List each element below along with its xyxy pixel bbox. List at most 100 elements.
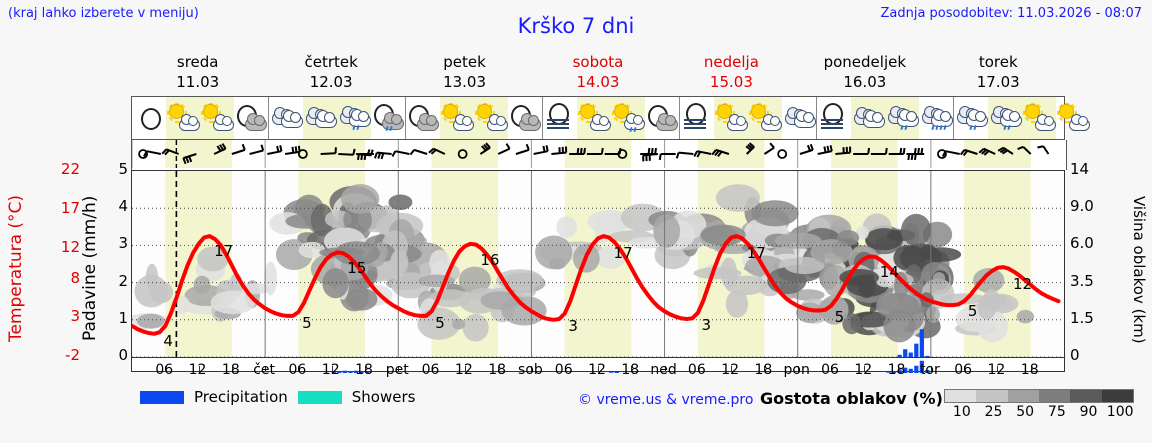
- cloud-puff2: [598, 115, 610, 127]
- wind-barb-feather: [714, 150, 720, 157]
- wind-calm-circle: [777, 149, 788, 159]
- wind-barb-shaft: [497, 147, 511, 155]
- x-axis-tick-mark: [964, 366, 966, 371]
- wind-barb-feather: [583, 147, 586, 155]
- precipitation-bar-tall: [925, 355, 930, 357]
- wind-barb-feather: [576, 147, 580, 155]
- cloud-puff2: [254, 115, 265, 126]
- sun-ray: [459, 110, 461, 115]
- precipitation-bar: [337, 371, 342, 373]
- precipitation-tick-label: 5: [118, 160, 128, 178]
- precipitation-bar: [348, 371, 353, 373]
- sun-ray: [1023, 110, 1025, 115]
- cloud-front-puff2: [1009, 111, 1020, 122]
- x-axis-tick-labels: 06 12 18 čet 06 12 18 pet 06 12 18 sob 06 12 18 ned 06 12…: [131, 360, 1065, 380]
- wind-barb-feather: [747, 143, 754, 150]
- wind-barb-feather: [374, 152, 378, 159]
- moon-crescent: [823, 103, 843, 125]
- cloud-height-tick-label: 0: [1070, 346, 1080, 364]
- wind-barb-feather: [161, 148, 168, 155]
- temperature-tick-labels: 22 17 12 8 3 -2: [40, 0, 80, 443]
- rain-drop: [356, 124, 360, 131]
- wind-barb-feather: [711, 149, 717, 156]
- x-tick-label: 18: [754, 362, 773, 378]
- temperature-tick-label: 22: [60, 160, 80, 178]
- wx-moon-cloud: [234, 102, 268, 134]
- cloud-puff2: [528, 115, 539, 126]
- wind-barb-feather: [823, 146, 827, 153]
- wind-barb-svg: [132, 140, 1050, 168]
- temperature-value-label: 14: [879, 263, 899, 282]
- sun-ray: [1041, 110, 1043, 115]
- sun-disc: [1060, 105, 1073, 118]
- day-header-strip: sreda 11.03 četrtek 12.03 petek 13.03 sobota 14…: [131, 52, 1065, 94]
- fog-line: [821, 123, 843, 125]
- weather-icon-cell: [988, 97, 1022, 139]
- x-axis-tick-mark: [165, 366, 167, 371]
- day-header-četrtek: četrtek 12.03: [264, 52, 397, 94]
- wind-barb-feather: [696, 151, 702, 158]
- density-segment: [1101, 390, 1133, 402]
- showers-legend-label: Showers: [351, 388, 416, 406]
- cloud-puff2: [769, 115, 781, 127]
- x-axis-tick-mark: [198, 366, 200, 371]
- x-axis-tick-mark: [331, 366, 333, 371]
- wind-barb-feather: [978, 147, 985, 154]
- day-name: sreda: [176, 53, 219, 71]
- weather-icon-cell: [269, 97, 303, 139]
- sun-ray: [1075, 110, 1077, 115]
- cloud-puff2: [735, 115, 747, 127]
- density-tick-label: 10: [952, 404, 971, 420]
- x-tick-label: 12: [454, 362, 473, 378]
- day-date: 13.03: [443, 73, 487, 91]
- wind-barb-feather: [483, 143, 489, 150]
- precipitation-tick-label: 4: [118, 197, 128, 216]
- cloud-density-legend-title: Gostota oblakov (%): [760, 389, 943, 408]
- sun-disc: [718, 105, 731, 118]
- weather-icon-cell: [885, 97, 919, 139]
- wind-barb-feather: [185, 156, 190, 164]
- temperature-value-label: 15: [347, 259, 367, 278]
- day-header-sobota: sobota 14.03: [531, 52, 664, 94]
- cloud-puff2: [1043, 115, 1055, 127]
- credit-link[interactable]: © vreme.us & vreme.pro: [578, 392, 754, 408]
- sun-disc: [1026, 105, 1039, 118]
- weather-icon-cell: [543, 97, 577, 139]
- sun-ray: [750, 116, 755, 121]
- wind-barb-feather: [600, 147, 604, 155]
- cloud-height-tick-label: 9.0: [1070, 197, 1094, 216]
- x-tick-label: pet: [385, 362, 409, 378]
- wind-calm-circle: [457, 149, 468, 159]
- weather-icon-cell: [611, 97, 645, 139]
- temperature-value-label: 5: [302, 313, 312, 332]
- weather-icon-cell: [508, 97, 542, 139]
- wind-barb-shaft: [515, 148, 530, 155]
- cloud-density-tick-labels: 10 25 50 75 90 100: [944, 404, 1140, 422]
- precipitation-bar: [886, 372, 891, 373]
- weather-icon-cell: [406, 97, 440, 139]
- sun-ray: [475, 110, 477, 115]
- x-axis-tick-mark: [298, 366, 300, 371]
- weather-icon-cell: [680, 97, 714, 139]
- precipitation-bar: [914, 365, 919, 373]
- wind-barb-feather: [430, 149, 437, 155]
- cloud-density-field: [132, 184, 1035, 343]
- day-date: 11.03: [176, 73, 220, 91]
- x-axis-tick-mark: [664, 366, 666, 371]
- sun-ray: [202, 116, 207, 121]
- density-tick-label: 90: [1079, 404, 1098, 420]
- wind-barb-shaft: [763, 146, 775, 155]
- precipitation-bar: [365, 372, 370, 373]
- icon-day-sobota: [543, 97, 680, 139]
- weather-icon-band: [131, 96, 1090, 140]
- x-tick-label: 12: [588, 362, 606, 378]
- temperature-tick-label: 3: [70, 307, 80, 326]
- temperature-value-label: 17: [746, 244, 766, 263]
- wind-barb-feather: [164, 149, 170, 156]
- temperature-value-label: 17: [214, 242, 234, 261]
- precipitation-tick-label: 0: [118, 346, 128, 364]
- x-tick-label: 06: [288, 362, 307, 378]
- wind-barb-shaft: [413, 148, 428, 155]
- density-segment: [1070, 390, 1102, 402]
- wind-barb-feather: [579, 147, 583, 155]
